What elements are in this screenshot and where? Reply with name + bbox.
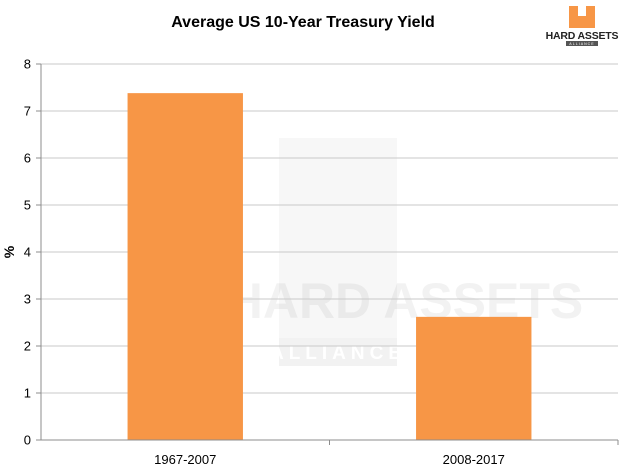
y-tick-label: 6 bbox=[24, 151, 31, 166]
x-tick-labels: 1967-2007 2008-2017 bbox=[154, 440, 619, 467]
logo-mark-icon bbox=[569, 6, 595, 28]
y-tick-label: 1 bbox=[24, 386, 31, 401]
logo-subtext: ALLIANCE bbox=[569, 42, 594, 46]
brand-logo: HARD ASSETS ALLIANCE bbox=[546, 6, 619, 46]
y-axis-label: % bbox=[1, 245, 17, 258]
chart-title: Average US 10-Year Treasury Yield bbox=[171, 14, 435, 31]
logo-sub-bg bbox=[566, 41, 598, 46]
y-tick-label: 0 bbox=[24, 433, 31, 448]
watermark-subtext: ALLIANCE bbox=[270, 343, 406, 364]
y-tick-label: 3 bbox=[24, 292, 31, 307]
watermark-sub-bg bbox=[279, 338, 397, 366]
bar-2008-2017 bbox=[416, 316, 532, 440]
y-tick-label: 5 bbox=[24, 198, 31, 213]
bars bbox=[127, 93, 532, 440]
y-tick-label: 2 bbox=[24, 339, 31, 354]
x-tick-label: 1967-2007 bbox=[154, 452, 216, 467]
y-tick-label: 8 bbox=[24, 57, 31, 72]
y-tick-labels: 0 1 2 3 4 5 6 7 8 bbox=[24, 57, 41, 448]
bar-1967-2007 bbox=[127, 93, 243, 440]
x-tick-label: 2008-2017 bbox=[443, 452, 505, 467]
logo-text: HARD ASSETS bbox=[546, 30, 619, 42]
watermark: HARD ASSETS ALLIANCE bbox=[227, 273, 583, 366]
y-tick-label: 7 bbox=[24, 104, 31, 119]
y-tick-label: 4 bbox=[24, 245, 31, 260]
